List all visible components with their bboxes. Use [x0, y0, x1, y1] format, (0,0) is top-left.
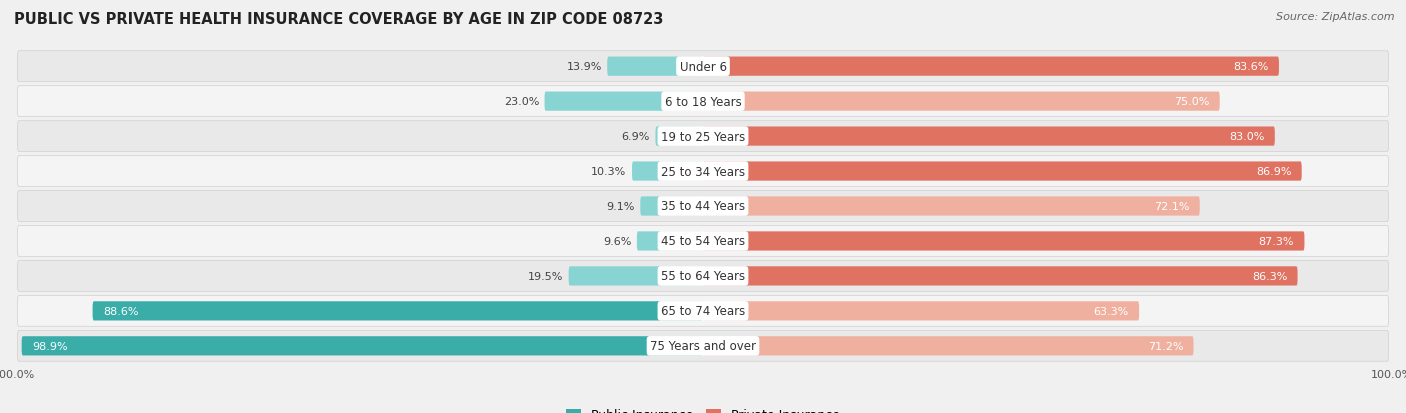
FancyBboxPatch shape: [633, 162, 703, 181]
FancyBboxPatch shape: [703, 197, 1199, 216]
Text: 63.3%: 63.3%: [1094, 306, 1129, 316]
FancyBboxPatch shape: [703, 232, 1305, 251]
Text: 98.9%: 98.9%: [32, 341, 67, 351]
Text: 25 to 34 Years: 25 to 34 Years: [661, 165, 745, 178]
Text: 83.0%: 83.0%: [1229, 132, 1264, 142]
FancyBboxPatch shape: [17, 121, 1389, 152]
Text: 19.5%: 19.5%: [527, 271, 564, 281]
Text: 13.9%: 13.9%: [567, 62, 602, 72]
Text: PUBLIC VS PRIVATE HEALTH INSURANCE COVERAGE BY AGE IN ZIP CODE 08723: PUBLIC VS PRIVATE HEALTH INSURANCE COVER…: [14, 12, 664, 27]
FancyBboxPatch shape: [17, 52, 1389, 82]
FancyBboxPatch shape: [703, 267, 1298, 286]
FancyBboxPatch shape: [21, 337, 703, 356]
Text: 6 to 18 Years: 6 to 18 Years: [665, 95, 741, 108]
Text: 65 to 74 Years: 65 to 74 Years: [661, 305, 745, 318]
FancyBboxPatch shape: [568, 267, 703, 286]
Text: 35 to 44 Years: 35 to 44 Years: [661, 200, 745, 213]
FancyBboxPatch shape: [640, 197, 703, 216]
Text: 75 Years and over: 75 Years and over: [650, 339, 756, 352]
Text: 86.9%: 86.9%: [1256, 166, 1291, 177]
FancyBboxPatch shape: [544, 92, 703, 112]
FancyBboxPatch shape: [703, 162, 1302, 181]
FancyBboxPatch shape: [703, 301, 1139, 321]
Text: 23.0%: 23.0%: [503, 97, 538, 107]
Text: 9.6%: 9.6%: [603, 236, 631, 247]
Text: Source: ZipAtlas.com: Source: ZipAtlas.com: [1277, 12, 1395, 22]
Text: 83.6%: 83.6%: [1233, 62, 1268, 72]
Text: 71.2%: 71.2%: [1147, 341, 1184, 351]
Text: 19 to 25 Years: 19 to 25 Years: [661, 130, 745, 143]
Text: 45 to 54 Years: 45 to 54 Years: [661, 235, 745, 248]
Text: 55 to 64 Years: 55 to 64 Years: [661, 270, 745, 283]
Text: 10.3%: 10.3%: [592, 166, 627, 177]
FancyBboxPatch shape: [17, 261, 1389, 292]
Text: 88.6%: 88.6%: [103, 306, 138, 316]
FancyBboxPatch shape: [17, 87, 1389, 117]
Text: 72.1%: 72.1%: [1154, 202, 1189, 211]
FancyBboxPatch shape: [703, 57, 1279, 76]
Text: Under 6: Under 6: [679, 61, 727, 74]
FancyBboxPatch shape: [655, 127, 703, 146]
FancyBboxPatch shape: [17, 226, 1389, 257]
Text: 6.9%: 6.9%: [621, 132, 650, 142]
FancyBboxPatch shape: [703, 337, 1194, 356]
FancyBboxPatch shape: [17, 156, 1389, 187]
FancyBboxPatch shape: [703, 127, 1275, 146]
FancyBboxPatch shape: [637, 232, 703, 251]
FancyBboxPatch shape: [17, 296, 1389, 326]
FancyBboxPatch shape: [607, 57, 703, 76]
Text: 9.1%: 9.1%: [606, 202, 634, 211]
Text: 86.3%: 86.3%: [1251, 271, 1288, 281]
FancyBboxPatch shape: [703, 92, 1220, 112]
Legend: Public Insurance, Private Insurance: Public Insurance, Private Insurance: [561, 404, 845, 413]
FancyBboxPatch shape: [17, 331, 1389, 361]
FancyBboxPatch shape: [93, 301, 703, 321]
Text: 87.3%: 87.3%: [1258, 236, 1294, 247]
FancyBboxPatch shape: [17, 191, 1389, 222]
Text: 75.0%: 75.0%: [1174, 97, 1209, 107]
